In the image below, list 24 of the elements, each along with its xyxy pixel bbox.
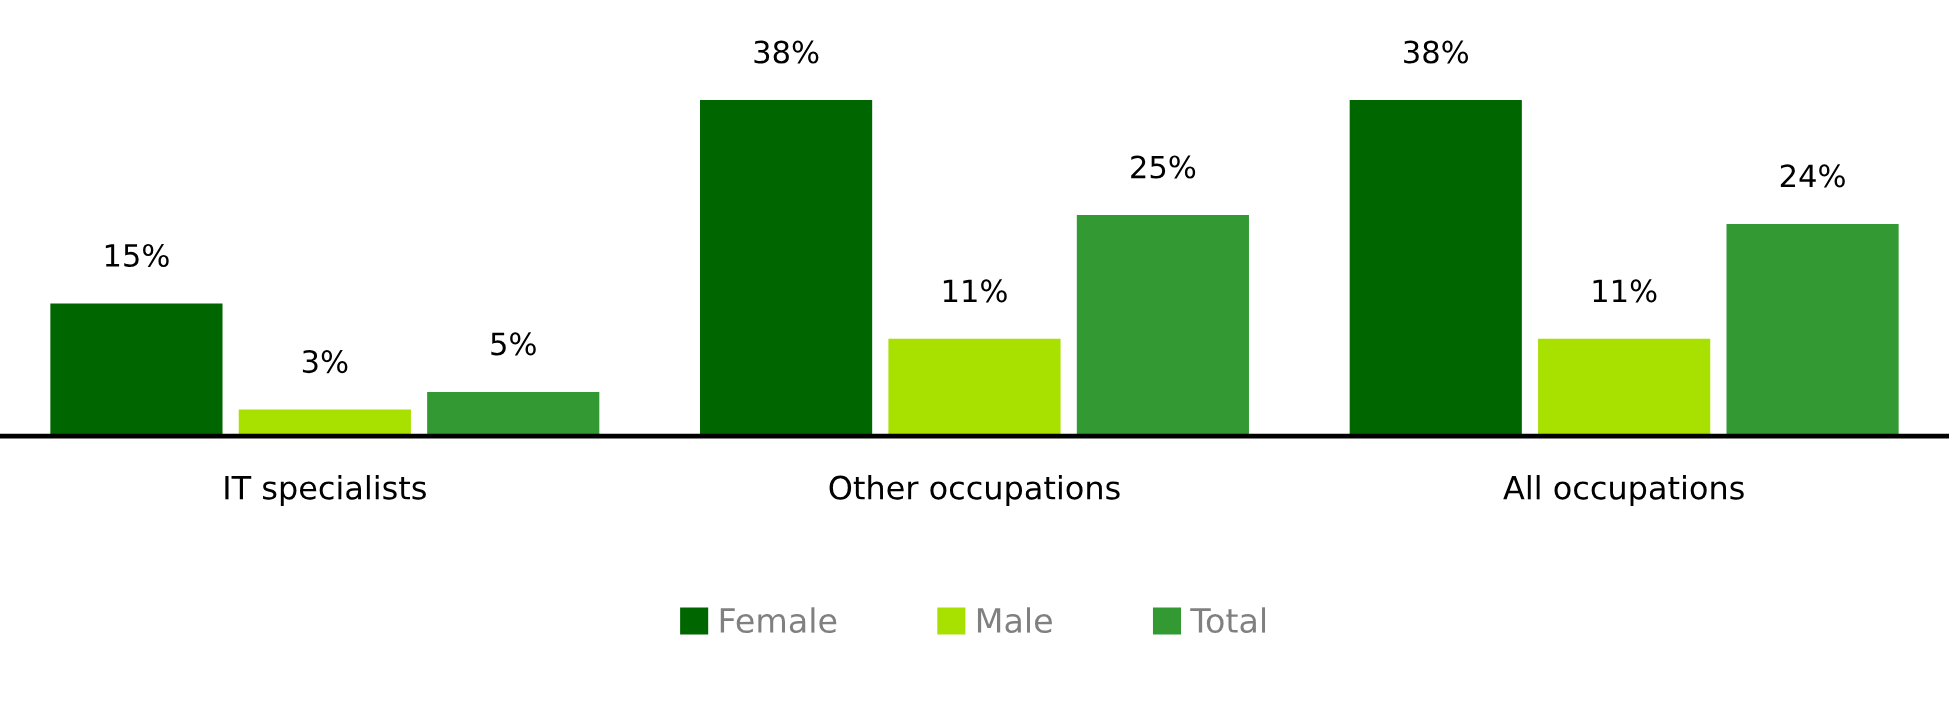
data-label: 11% (1593, 279, 1657, 303)
bar (1349, 100, 1522, 437)
data-label: 3% (302, 350, 348, 374)
data-label: 38% (754, 40, 819, 64)
bar (888, 338, 1061, 437)
data-label: 15% (105, 243, 169, 268)
x-tick-label: IT specialists (225, 475, 426, 506)
x-tick-label: Other occupations (829, 475, 1120, 506)
data-label: 24% (1780, 164, 1845, 188)
bar (1538, 338, 1711, 437)
bar (1726, 223, 1899, 437)
legend-label: Female (720, 607, 837, 634)
bar (50, 303, 223, 437)
legend-label: Male (977, 607, 1052, 634)
bar (1076, 215, 1249, 437)
data-label: 5% (491, 332, 536, 356)
bar (427, 391, 600, 437)
bar (238, 409, 411, 437)
legend-label: Total (1190, 607, 1266, 634)
bar (700, 100, 873, 437)
data-label: 11% (943, 279, 1007, 303)
data-label: 38% (1404, 40, 1469, 64)
x-tick-label: All occupations (1503, 475, 1744, 506)
data-label: 25% (1131, 155, 1196, 179)
